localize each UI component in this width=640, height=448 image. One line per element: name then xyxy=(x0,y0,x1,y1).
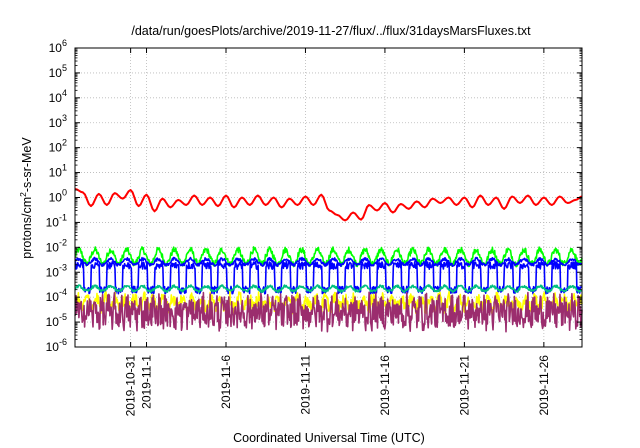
series-line-4 xyxy=(74,260,583,295)
series-line-7 xyxy=(74,291,583,333)
series-layer xyxy=(74,188,583,333)
y-axis-label: protons/cm2-s-sr-MeV xyxy=(18,137,34,259)
y-tick-label: 103 xyxy=(49,113,67,130)
series-line-5 xyxy=(74,284,583,294)
x-tick-label: 2019-10-31 xyxy=(124,355,138,417)
y-tick-label: 10-3 xyxy=(46,262,67,279)
chart-title: /data/run/goesPlots/archive/2019-11-27/f… xyxy=(131,24,531,38)
y-tick-label: 105 xyxy=(49,63,67,80)
x-tick-label: 2019-11-21 xyxy=(457,355,471,416)
plot-frame xyxy=(74,47,583,348)
y-axis-ticks: 10-6 10-5 10-4 10-3 10-2 10-1 100 101 102 103 104 1… xyxy=(46,38,582,354)
x-tick-label: 2019-11-6 xyxy=(219,355,233,409)
x-tick-label: 2019-11-11 xyxy=(298,355,312,415)
y-tick-label: 10-4 xyxy=(46,287,67,304)
x-tick-label: 2019-11-1 xyxy=(140,355,154,409)
series-line-1 xyxy=(74,188,583,222)
y-tick-label: 10-6 xyxy=(46,337,67,354)
y-tick-label: 10-5 xyxy=(46,312,67,329)
y-tick-label: 101 xyxy=(49,163,67,180)
y-tick-label: 10-1 xyxy=(46,212,67,229)
x-tick-label: 2019-11-16 xyxy=(378,355,392,416)
y-tick-label: 10-2 xyxy=(46,237,67,254)
y-tick-label: 106 xyxy=(49,38,67,55)
x-tick-label: 2019-11-26 xyxy=(537,355,551,416)
y-tick-label: 104 xyxy=(49,88,67,105)
x-axis-label: Coordinated Universal Time (UTC) xyxy=(233,431,425,445)
x-axis-ticks: 2019-10-31 2019-11-1 2019-11-6 2019-11-11 20… xyxy=(124,48,551,416)
y-tick-label: 102 xyxy=(49,138,67,155)
y-tick-label: 100 xyxy=(49,188,67,205)
